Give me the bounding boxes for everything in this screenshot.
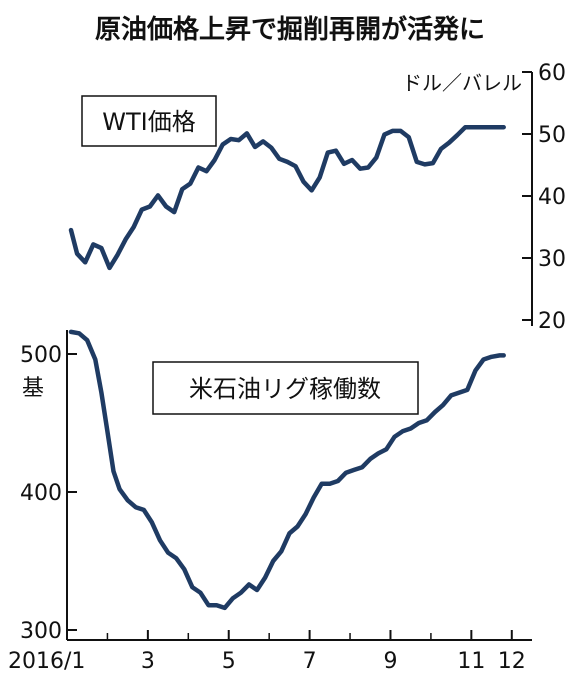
x-tick-label: 5 (222, 649, 236, 674)
wti-tick-label: 30 (538, 247, 566, 272)
wti-series-label: WTI価格 (102, 108, 195, 136)
rig-label-box (152, 361, 419, 415)
wti-label-box (81, 95, 217, 147)
wti-tick-label: 50 (538, 123, 566, 148)
chart-title: 原油価格上昇で掘削再開が活発に (95, 14, 485, 45)
rig-tick-label: 300 (20, 619, 62, 644)
x-tick-label: 3 (141, 649, 155, 674)
x-tick-label: 9 (383, 649, 397, 674)
x-tick-label: 7 (303, 649, 317, 674)
x-tick-label: 12 (498, 649, 526, 674)
rig-tick-label: 500 (20, 343, 62, 368)
x-axis-ticks: 2016/1 3 5 7 9 11 12 (8, 630, 526, 674)
wti-tick-label: 60 (538, 61, 566, 86)
wti-unit-label: ドル／バレル (402, 71, 522, 95)
x-tick-label: 2016/1 (8, 649, 85, 674)
rig-count-line (68, 329, 506, 611)
wti-tick-label: 20 (538, 309, 566, 334)
rig-tick-label: 400 (20, 481, 62, 506)
rig-unit-label: 基 (22, 376, 44, 401)
wti-price-line (68, 124, 506, 271)
wti-y-ticks: 20 30 40 50 60 (522, 61, 566, 334)
wti-tick-label: 40 (538, 185, 566, 210)
rig-series-label: 米石油リグ稼働数 (189, 375, 381, 403)
x-tick-label: 11 (457, 649, 485, 674)
rig-y-ticks: 300 400 500 (20, 343, 77, 644)
